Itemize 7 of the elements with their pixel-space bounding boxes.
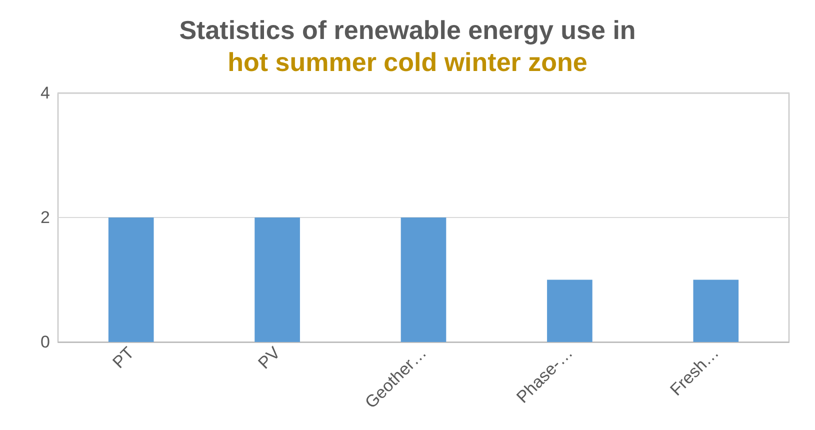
y-tick-label: 2: [40, 208, 50, 227]
chart-subtitle: hot summer cold winter zone: [228, 47, 588, 77]
y-tick-label: 0: [40, 332, 50, 352]
x-tick-label: PT: [109, 343, 138, 372]
y-tick-label: 4: [40, 84, 50, 102]
chart-title: Statistics of renewable energy use in: [179, 15, 636, 45]
x-tick-label: PV: [254, 342, 284, 373]
